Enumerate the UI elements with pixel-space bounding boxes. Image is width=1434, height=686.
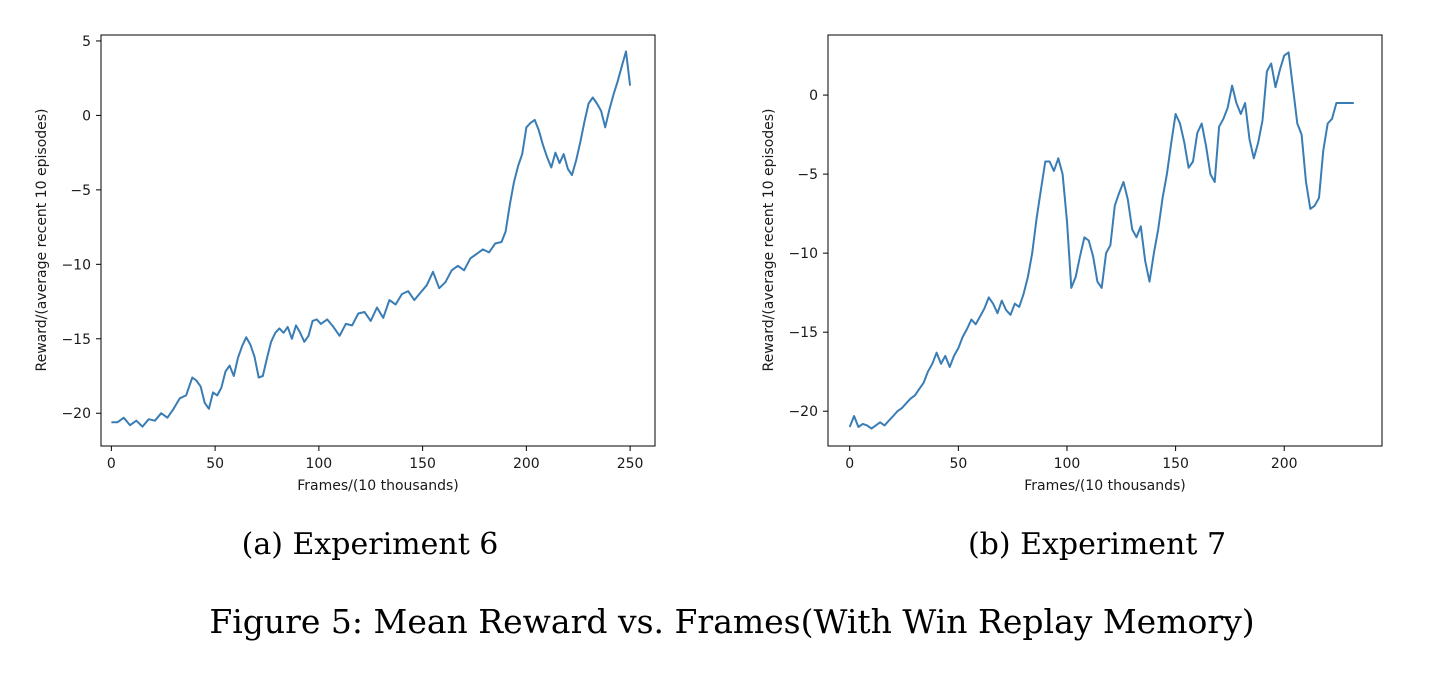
x-tick-label: 50 [949, 456, 967, 472]
subfigure-caption-b: (b) Experiment 7 [968, 527, 1226, 562]
y-tick-label: −20 [61, 406, 91, 422]
x-axis-label-a: Frames/(10 thousands) [297, 478, 459, 494]
x-tick-label: 100 [1054, 456, 1081, 472]
x-tick-label: 250 [617, 456, 644, 472]
y-tick-label: −20 [788, 404, 818, 420]
x-tick-label: 150 [1162, 456, 1189, 472]
y-tick-label: 5 [82, 34, 91, 50]
x-axis-label-b: Frames/(10 thousands) [1024, 478, 1186, 494]
y-axis-label-a: Reward/(average recent 10 episodes) [34, 108, 50, 371]
x-tick-label: 100 [305, 456, 332, 472]
y-tick-label: −15 [61, 332, 91, 348]
y-tick-label: −5 [797, 167, 818, 183]
figure-caption: Figure 5: Mean Reward vs. Frames(With Wi… [209, 602, 1254, 641]
x-tick-label: 0 [107, 456, 116, 472]
y-tick-label: −15 [788, 325, 818, 341]
chart-panel-b: 0 50 100 150 200 0 −5 −10 −15 −20 Frames/(10 thou… [761, 34, 1383, 562]
y-tick-label: 0 [809, 88, 818, 104]
x-tick-label: 150 [409, 456, 436, 472]
x-tick-label: 50 [206, 456, 224, 472]
plot-frame-a [100, 34, 656, 447]
series-line-a [111, 50, 632, 428]
y-tick-label: 0 [82, 108, 91, 124]
y-axis-label-b: Reward/(average recent 10 episodes) [761, 108, 777, 371]
x-tick-label: 200 [1271, 456, 1298, 472]
series-line-b [848, 51, 1354, 430]
y-tick-label: −5 [70, 183, 91, 199]
ticks-b: 0 50 100 150 200 0 −5 −10 −15 −20 [788, 88, 1297, 472]
y-tick-label: −10 [61, 257, 91, 273]
plot-frame-b [827, 34, 1383, 447]
x-tick-label: 0 [845, 456, 854, 472]
y-tick-label: −10 [788, 246, 818, 262]
x-tick-label: 200 [513, 456, 540, 472]
subfigure-caption-a: (a) Experiment 6 [242, 527, 499, 562]
